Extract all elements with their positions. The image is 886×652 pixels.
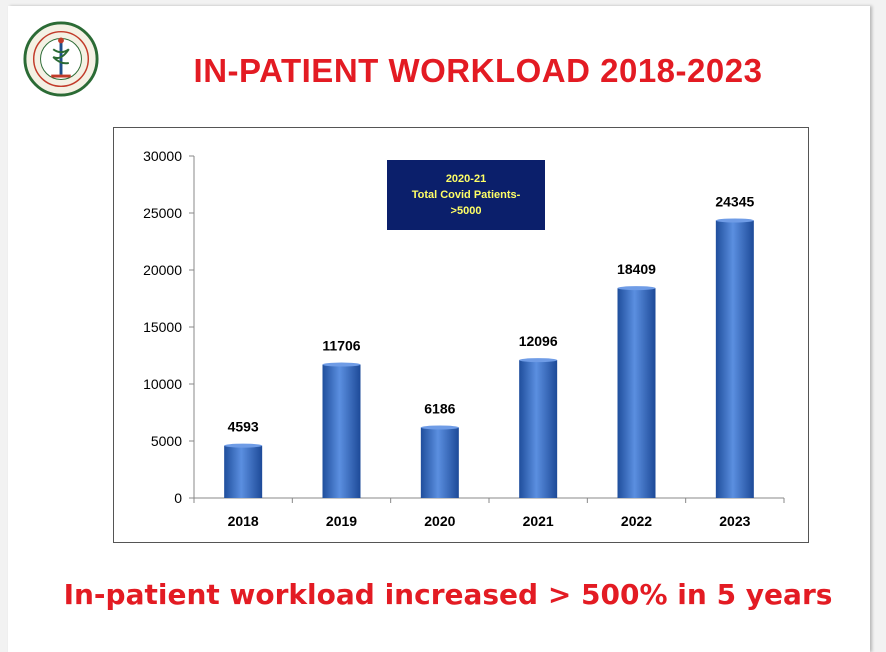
bar-top [715,218,754,223]
data-label: 12096 [519,333,558,349]
data-label: 11706 [322,338,360,354]
y-tick-label: 15000 [143,319,182,335]
x-tick-label: 2022 [621,513,652,529]
page-title: IN-PATIENT WORKLOAD 2018-2023 [193,52,763,89]
bar-top [420,425,459,430]
data-label: 24345 [715,193,754,209]
data-label: 4593 [228,419,259,435]
y-tick-label: 25000 [143,205,182,221]
y-tick-label: 0 [174,490,182,506]
x-tick-label: 2018 [228,513,259,529]
bar [420,427,459,498]
covid-callout-box: 2020-21 Total Covid Patients- >5000 [387,160,545,230]
y-tick-label: 5000 [151,433,182,449]
bar-top [322,362,361,367]
bar-chart: 0 5000 10000 15000 20000 25000 30000 4593 2018 11… [143,148,785,529]
x-tick-label: 2023 [719,513,750,529]
y-tick-label: 30000 [143,148,182,164]
bar-top [519,358,558,363]
institute-logo-icon [23,21,99,97]
bar [519,360,558,498]
bar [617,288,656,498]
data-label: 18409 [617,261,656,277]
footer-statement: In-patient workload increased > 500% in … [63,578,833,611]
y-tick-label: 10000 [143,376,182,392]
bar-top [224,443,263,448]
x-tick-label: 2019 [326,513,357,529]
bar [715,220,754,498]
chart-frame: 0 5000 10000 15000 20000 25000 30000 4593 2018 11… [113,127,809,543]
callout-line-1: 2020-21 [445,173,487,185]
x-tick-label: 2020 [424,513,455,529]
bar [322,364,361,498]
bar-top [617,286,656,291]
y-tick-label: 20000 [143,262,182,278]
x-tick-label: 2021 [523,513,554,529]
bar [224,445,263,498]
data-label: 6186 [424,400,455,416]
callout-line-3: >5000 [450,205,482,217]
callout-line-2: Total Covid Patients- [411,189,521,201]
